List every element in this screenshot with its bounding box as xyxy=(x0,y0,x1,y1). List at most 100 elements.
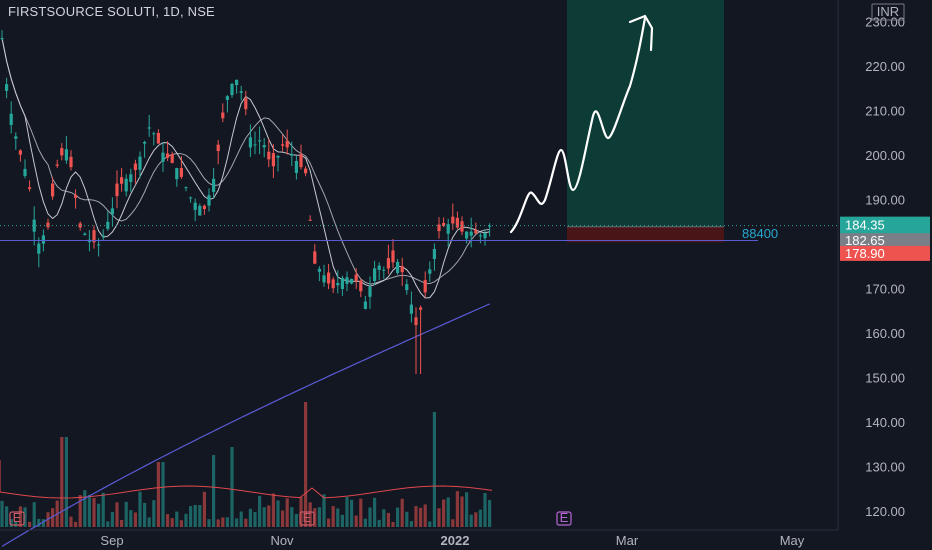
x-tick-label: Nov xyxy=(270,533,294,548)
candle-body xyxy=(133,163,137,170)
candle-body xyxy=(474,230,478,234)
candle-body xyxy=(166,153,170,158)
volume-bar xyxy=(166,514,170,527)
candle-body xyxy=(340,277,344,290)
candle-body xyxy=(51,183,55,197)
candle-body xyxy=(478,235,482,237)
candle-body xyxy=(244,98,248,110)
candle-body xyxy=(152,133,156,135)
volume-bar xyxy=(143,502,147,527)
candle-body xyxy=(446,224,450,234)
candle-body xyxy=(400,266,404,273)
candle-body xyxy=(97,244,101,246)
volume-bar xyxy=(87,494,91,527)
volume-bar xyxy=(455,491,459,527)
price-axis-panel xyxy=(838,0,932,530)
candle-body xyxy=(386,258,390,269)
candle-body xyxy=(281,144,285,146)
candle-body xyxy=(460,221,464,232)
volume-bar xyxy=(41,519,45,527)
volume-bar xyxy=(198,505,202,527)
candle-body xyxy=(253,144,257,146)
candle-body xyxy=(110,208,114,215)
candle-body xyxy=(248,137,252,148)
volume-bar xyxy=(156,462,160,527)
currency-label: INR xyxy=(877,4,899,19)
earnings-box xyxy=(9,511,25,526)
volume-bar xyxy=(340,514,344,527)
candle-body xyxy=(64,149,68,161)
candle-body xyxy=(221,112,225,119)
candle-body xyxy=(55,164,59,166)
volume-bar xyxy=(110,512,114,527)
candle-body xyxy=(409,304,413,314)
candle-body xyxy=(483,232,487,239)
x-tick-label: May xyxy=(780,533,805,548)
low-price-tag xyxy=(840,245,930,261)
candle-body xyxy=(189,197,193,199)
volume-bar xyxy=(207,519,211,527)
candle-body xyxy=(101,235,105,237)
candle-body xyxy=(138,156,142,170)
y-tick-label: 160.00 xyxy=(865,326,905,341)
y-tick-label: 140.00 xyxy=(865,415,905,430)
candle-body xyxy=(5,84,9,91)
earnings-marker[interactable]: E xyxy=(299,510,315,526)
volume-bar xyxy=(74,521,78,527)
candle-body xyxy=(304,168,308,174)
y-tick-label: 210.00 xyxy=(865,104,905,119)
ma-mid-line xyxy=(1,38,490,285)
earnings-box xyxy=(556,511,572,526)
volume-bar xyxy=(28,521,32,527)
y-tick-label: 230.00 xyxy=(865,15,905,30)
candle-body xyxy=(161,152,165,162)
volume-bar xyxy=(189,506,193,527)
volume-bar xyxy=(32,502,36,527)
volume-bar xyxy=(216,519,220,527)
last-price-value: 184.35 xyxy=(845,218,885,233)
candle-body xyxy=(442,222,446,226)
candle-body xyxy=(198,205,202,216)
candle-body xyxy=(175,168,179,180)
candle-body xyxy=(437,224,441,232)
volume-bar xyxy=(377,519,381,527)
candle-body xyxy=(120,177,124,184)
currency-badge[interactable]: INR xyxy=(871,3,905,21)
candle-body xyxy=(488,225,492,227)
volume-bar xyxy=(419,507,423,527)
annotations: 88400 xyxy=(0,14,838,242)
candle-body xyxy=(69,156,73,168)
volume-bar xyxy=(414,506,418,527)
volume-bar xyxy=(428,521,432,527)
currency-box xyxy=(871,3,905,21)
y-tick-label: 220.00 xyxy=(865,59,905,74)
volume-bar xyxy=(202,491,206,527)
volume-bar xyxy=(409,521,413,527)
candle-body xyxy=(391,250,395,263)
candle-body xyxy=(368,286,372,297)
time-axis: Sep Nov 2022 Mar May xyxy=(0,529,838,548)
volume-bar xyxy=(18,506,22,527)
candle-body xyxy=(396,261,400,273)
volume-bar xyxy=(138,491,142,527)
candle-body xyxy=(239,91,243,93)
candle-body xyxy=(451,216,455,224)
volume-bar xyxy=(60,437,64,527)
volume-bar xyxy=(451,519,455,527)
candle-body xyxy=(147,127,151,129)
volume-bar xyxy=(382,509,386,527)
earnings-marker[interactable]: E xyxy=(556,510,572,526)
earnings-marker[interactable]: E xyxy=(9,510,25,526)
volume-bar xyxy=(267,505,271,527)
volume-bar xyxy=(37,518,41,527)
volume-bar xyxy=(212,455,216,527)
candle-body xyxy=(106,221,110,229)
volume-bar xyxy=(235,518,239,527)
candle-body xyxy=(235,79,239,86)
volume-bar xyxy=(120,519,124,527)
volume-bar xyxy=(78,495,82,527)
volume-bar xyxy=(317,507,321,527)
candle-body xyxy=(60,148,64,156)
volume-bar xyxy=(276,500,280,527)
